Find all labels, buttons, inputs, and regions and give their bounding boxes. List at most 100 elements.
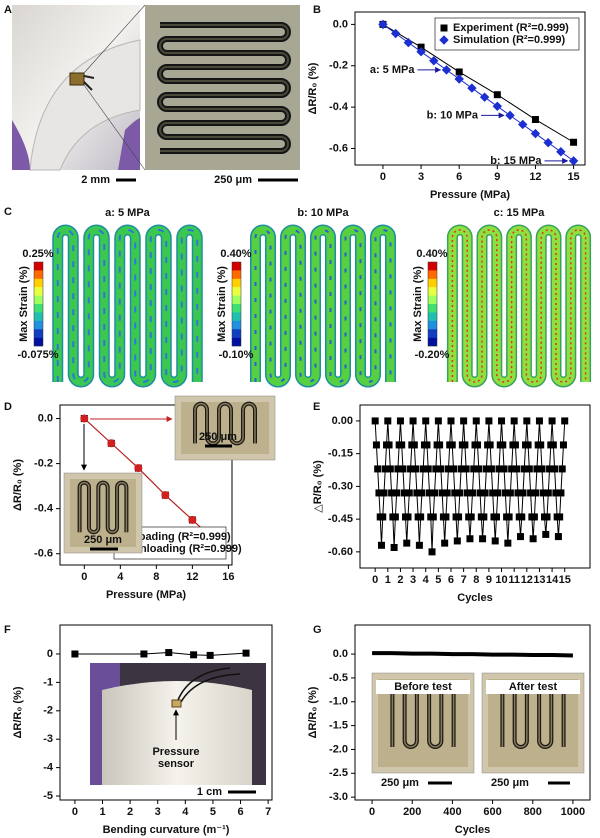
y-axis-label: ΔR/R₀ (%) [307, 62, 319, 114]
meander-trace [451, 229, 587, 383]
series-line [74, 652, 247, 656]
meander [250, 224, 396, 388]
data-point [494, 489, 502, 497]
colorbar-swatch [34, 304, 43, 313]
colorbar-swatch [232, 262, 241, 271]
y-tick-label: -0.4 [34, 503, 54, 515]
panel-letter: B [313, 4, 321, 16]
data-point [474, 441, 482, 449]
meander-trace [52, 224, 203, 388]
colorbar-frame [33, 261, 44, 347]
y-tick-label: -0.45 [328, 513, 353, 525]
colorbar-swatch [34, 312, 43, 321]
plot-frame [59, 624, 273, 801]
data-point [511, 441, 519, 449]
y-tick-label: -0.4 [329, 101, 349, 113]
y-tick-label: -4 [43, 762, 54, 774]
data-point [455, 513, 463, 521]
data-point [498, 417, 506, 425]
series-line [374, 420, 566, 552]
data-point [396, 417, 404, 425]
data-point [403, 539, 411, 547]
photo-sheet [29, 39, 141, 171]
meander-trace [159, 24, 289, 152]
data-point [486, 441, 494, 449]
x-tick-label: 6 [456, 171, 462, 183]
meander [446, 224, 592, 388]
data-point [190, 651, 198, 659]
data-point [409, 417, 417, 425]
data-point [499, 441, 507, 449]
x-tick-label: 9 [486, 574, 492, 586]
data-point [493, 91, 501, 99]
data-point [531, 116, 539, 124]
data-point [475, 465, 483, 473]
data-point [456, 489, 464, 497]
data-point [544, 489, 552, 497]
data-point [391, 513, 399, 521]
data-point [398, 441, 406, 449]
x-tick-label: 15 [559, 574, 571, 586]
colorbar-swatch [232, 329, 241, 338]
colorbar-swatch [428, 320, 437, 330]
label-bg [376, 680, 470, 694]
data-point [454, 74, 464, 84]
x-tick-label: 7 [265, 806, 271, 818]
colorbar-swatch [428, 329, 437, 338]
colorbar-swatch [428, 287, 437, 296]
y-tick-label: 0.0 [38, 412, 53, 424]
x-tick-label: 11 [508, 574, 520, 586]
x-tick-label: 4 [117, 571, 124, 583]
panel-letter: A [4, 4, 12, 16]
cylinder [102, 681, 252, 785]
y-tick-label: 0.0 [333, 648, 348, 660]
colorbar-swatch [232, 304, 241, 313]
x-tick-label: 2 [127, 806, 133, 818]
colorbar-label: Max Strain (%) [412, 266, 424, 342]
x-tick-label: 0 [81, 571, 87, 583]
data-point [500, 465, 508, 473]
data-point [418, 489, 426, 497]
data-point [429, 56, 439, 66]
x-axis-label: Pressure (MPa) [106, 589, 186, 601]
data-point [374, 465, 382, 473]
data-point [557, 489, 565, 497]
data-point [543, 513, 551, 521]
data-point [71, 650, 79, 658]
colorbar-label: Max Strain (%) [18, 266, 30, 342]
meander [77, 480, 129, 535]
data-point [415, 541, 423, 549]
colorbar-swatch [232, 295, 241, 305]
data-point [462, 465, 470, 473]
data-point [206, 651, 214, 659]
colorbar-min: -0.075% [18, 349, 59, 361]
data-point [556, 513, 564, 521]
data-point [492, 513, 500, 521]
data-point [380, 489, 388, 497]
y-tick-label: -0.2 [34, 457, 53, 469]
data-point [505, 110, 515, 121]
legend-marker [440, 24, 448, 32]
meander-trace [194, 402, 256, 445]
colorbar-swatch [232, 270, 241, 279]
data-point [428, 548, 436, 556]
data-point [385, 441, 393, 449]
data-point [530, 513, 538, 521]
data-point [491, 537, 499, 545]
data-point [424, 465, 432, 473]
data-point [442, 513, 450, 521]
data-point [80, 414, 89, 423]
x-tick-label: 6 [237, 806, 243, 818]
legend-label: Loading (R²=0.999) [132, 531, 231, 543]
colorbar-max: 0.25% [22, 248, 53, 260]
x-tick-label: 5 [210, 806, 216, 818]
colorbar-swatch [232, 312, 241, 321]
series-line [382, 23, 574, 162]
data-point [554, 533, 562, 541]
zoom-line [83, 4, 146, 74]
data-point [561, 417, 569, 425]
colorbar-swatch [34, 337, 43, 347]
y-axis-label: ΔR/R₀ (%) [307, 686, 319, 738]
data-point [443, 489, 451, 497]
data-point [570, 138, 578, 146]
